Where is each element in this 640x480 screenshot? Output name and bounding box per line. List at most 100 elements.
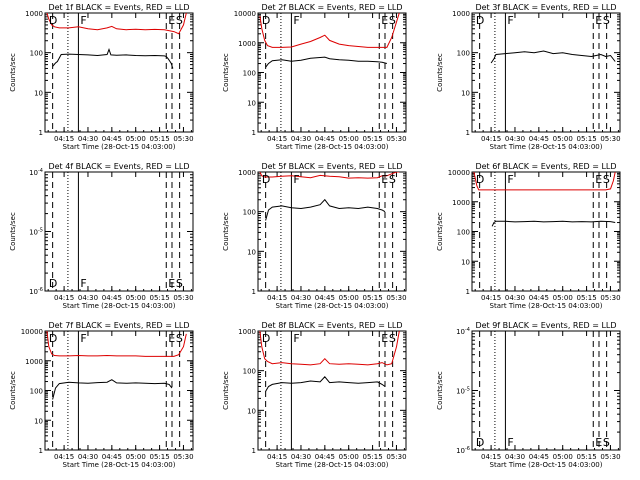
x-tick-label: 05:15 bbox=[362, 135, 382, 143]
x-tick-label: 04:30 bbox=[78, 135, 98, 143]
marker-e: E bbox=[595, 14, 602, 27]
x-tick-label: 04:45 bbox=[102, 294, 122, 302]
x-tick-label: 05:30 bbox=[386, 135, 406, 143]
x-tick-label: 05:15 bbox=[362, 453, 382, 461]
series-events bbox=[52, 48, 174, 69]
plot-frame bbox=[257, 12, 407, 133]
x-tick-label: 05:30 bbox=[600, 453, 620, 461]
x-tick-label: 04:15 bbox=[54, 135, 74, 143]
series-lld bbox=[259, 331, 400, 366]
x-tick-label: 04:45 bbox=[529, 453, 549, 461]
chart-title: Det 4f BLACK = Events, RED = LLD bbox=[48, 162, 189, 171]
x-tick-label: 04:15 bbox=[481, 453, 501, 461]
y-tick-label: 10-6 bbox=[456, 446, 470, 455]
y-tick-label: 10000 bbox=[21, 328, 43, 336]
plot-frame bbox=[471, 12, 621, 133]
y-tick-label: 10 bbox=[247, 248, 256, 256]
marker-f: F bbox=[293, 332, 299, 345]
marker-f: F bbox=[80, 14, 86, 27]
marker-f: F bbox=[80, 332, 86, 345]
x-tick-label: 05:00 bbox=[339, 453, 359, 461]
panel-det-3: Det 3f BLACK = Events, RED = LLD 1 10 100 10… bbox=[436, 3, 621, 151]
chart-title: Det 3f BLACK = Events, RED = LLD bbox=[475, 3, 616, 12]
x-tick-label: 04:15 bbox=[267, 294, 287, 302]
x-tick-label: 04:30 bbox=[505, 453, 525, 461]
x-tick-label: 05:00 bbox=[553, 453, 573, 461]
x-tick-label: 04:30 bbox=[291, 294, 311, 302]
x-tick-label: 04:30 bbox=[505, 135, 525, 143]
series-lld bbox=[259, 172, 400, 179]
y-axis-label: Counts/sec bbox=[222, 53, 230, 92]
y-axis-label: Counts/sec bbox=[222, 212, 230, 251]
x-tick-label: 05:00 bbox=[126, 294, 146, 302]
panel-det-5: Det 5f BLACK = Events, RED = LLD 1 10 100 10… bbox=[222, 162, 407, 310]
marker-d: D bbox=[476, 14, 484, 27]
marker-d: D bbox=[262, 14, 270, 27]
y-axis-label: Counts/sec bbox=[9, 371, 17, 410]
x-tick-label: 04:45 bbox=[102, 453, 122, 461]
marker-d: D bbox=[49, 14, 57, 27]
y-tick-label: 10 bbox=[34, 417, 43, 425]
marker-e: E bbox=[595, 436, 602, 449]
marker-f: F bbox=[507, 14, 513, 27]
x-tick-label: 04:45 bbox=[315, 135, 335, 143]
marker-s: S bbox=[389, 14, 396, 27]
x-tick-label: 04:15 bbox=[481, 135, 501, 143]
y-tick-label: 10 bbox=[461, 258, 470, 266]
y-tick-label: 1 bbox=[466, 129, 470, 137]
x-tick-label: 05:30 bbox=[600, 294, 620, 302]
x-tick-label: 04:30 bbox=[78, 453, 98, 461]
y-axis-label: Counts/sec bbox=[436, 212, 444, 251]
y-axis-label: Counts/sec bbox=[436, 371, 444, 410]
chart-title: Det 7f BLACK = Events, RED = LLD bbox=[48, 321, 189, 330]
series-events bbox=[491, 220, 616, 227]
marker-d: D bbox=[49, 277, 57, 290]
marker-d: D bbox=[262, 332, 270, 345]
marker-e: E bbox=[381, 332, 388, 345]
x-tick-label: 04:15 bbox=[481, 294, 501, 302]
x-tick-label: 04:30 bbox=[291, 453, 311, 461]
marker-d: D bbox=[476, 173, 484, 186]
x-tick-label: 05:30 bbox=[173, 135, 193, 143]
panel-det-1: Det 1f BLACK = Events, RED = LLD 1 10 100 10… bbox=[9, 3, 194, 151]
y-tick-label: 10000 bbox=[448, 169, 470, 177]
x-tick-label: 04:45 bbox=[315, 453, 335, 461]
y-tick-label: 10-5 bbox=[456, 387, 470, 396]
y-axis-label: Counts/sec bbox=[436, 53, 444, 92]
panel-det-7: Det 7f BLACK = Events, RED = LLD 1 10 100 10… bbox=[9, 321, 194, 469]
y-axis-label: Counts/sec bbox=[9, 212, 17, 251]
x-tick-label: 05:30 bbox=[600, 135, 620, 143]
plot-frame bbox=[471, 330, 621, 451]
y-tick-label: 1 bbox=[252, 129, 256, 137]
x-tick-label: 05:15 bbox=[576, 135, 596, 143]
x-axis-label: Start Time (28-Oct-15 04:03:00) bbox=[276, 143, 389, 151]
marker-f: F bbox=[507, 173, 513, 186]
y-tick-label: 100 bbox=[457, 229, 470, 237]
marker-d: D bbox=[49, 332, 57, 345]
panel-det-6: Det 6f BLACK = Events, RED = LLD 1 10 100 10… bbox=[436, 162, 621, 310]
x-tick-label: 04:45 bbox=[529, 294, 549, 302]
x-axis-label: Start Time (28-Oct-15 04:03:00) bbox=[490, 302, 603, 310]
y-tick-label: 1000 bbox=[238, 40, 256, 48]
x-tick-label: 05:15 bbox=[362, 294, 382, 302]
y-tick-label: 100 bbox=[30, 388, 43, 396]
series-lld bbox=[473, 172, 616, 191]
x-axis-label: Start Time (28-Oct-15 04:03:00) bbox=[490, 461, 603, 469]
x-tick-label: 04:45 bbox=[529, 135, 549, 143]
x-axis-label: Start Time (28-Oct-15 04:03:00) bbox=[490, 143, 603, 151]
x-axis-label: Start Time (28-Oct-15 04:03:00) bbox=[63, 143, 176, 151]
chart-title: Det 6f BLACK = Events, RED = LLD bbox=[475, 162, 616, 171]
x-tick-label: 04:30 bbox=[291, 135, 311, 143]
panel-det-9: Det 9f BLACK = Events, RED = LLD 10-6 10-5… bbox=[436, 321, 621, 469]
marker-s: S bbox=[176, 14, 183, 27]
y-tick-label: 10000 bbox=[234, 10, 256, 18]
x-tick-label: 04:15 bbox=[267, 135, 287, 143]
series-events bbox=[490, 50, 616, 64]
x-tick-label: 05:15 bbox=[149, 135, 169, 143]
x-tick-label: 05:15 bbox=[149, 453, 169, 461]
chart-title: Det 9f BLACK = Events, RED = LLD bbox=[475, 321, 616, 330]
x-tick-label: 05:15 bbox=[149, 294, 169, 302]
x-axis-label: Start Time (28-Oct-15 04:03:00) bbox=[63, 302, 176, 310]
series-events bbox=[52, 379, 173, 400]
x-tick-label: 04:15 bbox=[54, 294, 74, 302]
